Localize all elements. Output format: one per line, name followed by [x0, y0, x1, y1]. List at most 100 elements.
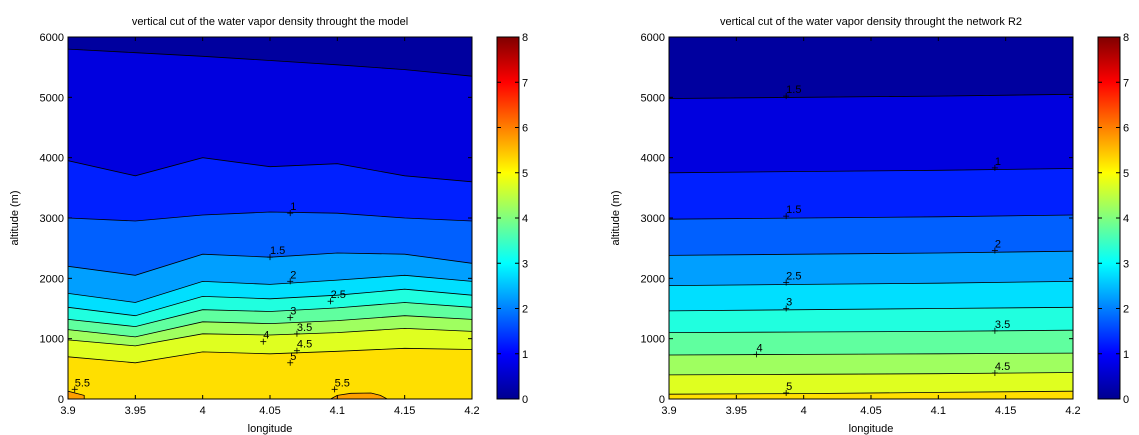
contour-band [68, 315, 472, 346]
x-tick-label: 3.95 [726, 405, 747, 417]
contour-line [68, 302, 472, 328]
colorbar-tick-label: 2 [522, 304, 528, 316]
contour-label: 1.5 [267, 245, 285, 261]
contour-line [669, 214, 1073, 220]
colorbar-tick-label: 8 [1123, 32, 1129, 44]
colorbar-tick-label: 0 [522, 394, 528, 406]
y-tick-label: 4000 [641, 153, 665, 165]
contour-band [68, 275, 472, 316]
contour-line [68, 274, 472, 303]
y-tick-label: 0 [58, 394, 64, 406]
contour-line [68, 288, 472, 317]
contour-patch [68, 390, 85, 399]
contour-band [669, 94, 1073, 173]
contour-band [669, 353, 1073, 375]
colorbar-tick-label: 0 [1123, 394, 1129, 406]
colorbar-tick-label: 7 [1123, 77, 1129, 89]
chart-left-contour-labels: 1 1.5 2 2.5 33.5 4 4.55 5.5 5.5 [71, 201, 350, 393]
contour-label: 5.5 [71, 377, 90, 393]
y-tick-label: 3000 [40, 213, 64, 225]
chart-left-title: vertical cut of the water vapor density … [132, 16, 408, 28]
contour-label: 1 [991, 156, 1001, 171]
contour-label-text: 1.5 [786, 84, 801, 96]
contour-label-text: 2.5 [786, 271, 801, 283]
contour-line [669, 306, 1073, 312]
colorbar-tick-label: 6 [1123, 123, 1129, 135]
contour-line [68, 327, 472, 347]
colorbar-tick-label: 3 [522, 258, 528, 270]
contour-line [669, 352, 1073, 356]
x-tick-label: 4.1 [931, 405, 946, 417]
contour-label: 1 [287, 201, 296, 217]
y-tick-label: 4000 [40, 153, 64, 165]
y-tick-label: 0 [659, 394, 665, 406]
contour-label: 2 [991, 239, 1001, 254]
chart-right-y-ticks: 0 1000 2000 3000 4000 5000 6000 [641, 32, 1073, 406]
y-tick-label: 2000 [40, 273, 64, 285]
contour-band [68, 348, 472, 399]
contour-band [68, 253, 472, 303]
y-tick-label: 5000 [641, 92, 665, 104]
chart-left-x-ticks: 3.9 3.95 4 4.05 4.1 4.15 4.2 [60, 37, 480, 417]
chart-right: vertical cut of the water vapor density … [610, 16, 1129, 435]
contour-band [669, 372, 1073, 395]
contour-line [68, 315, 472, 338]
contour-line [669, 281, 1073, 286]
chart-left-ylabel: altitude (m) [9, 190, 21, 245]
contour-label: 4.5 [293, 339, 312, 354]
contour-band [669, 168, 1073, 220]
x-tick-label: 4.05 [259, 405, 280, 417]
x-tick-label: 4.15 [995, 405, 1016, 417]
y-tick-label: 6000 [641, 32, 665, 44]
x-tick-label: 4 [801, 405, 807, 417]
contour-label: 2.5 [327, 289, 346, 305]
contour-label-text: 1.5 [786, 204, 801, 216]
colorbar-tick-label: 5 [1123, 168, 1129, 180]
contour-label-text: 2 [995, 239, 1001, 251]
y-tick-label: 1000 [40, 334, 64, 346]
contour-band [68, 212, 472, 276]
contour-label: 3 [783, 296, 792, 312]
chart-right-ylabel: altitude (m) [610, 190, 622, 245]
contour-band [68, 37, 472, 77]
contour-band [669, 37, 1073, 99]
chart-right-contour-lines [669, 93, 1073, 395]
colorbar-tick-label: 4 [522, 213, 528, 225]
contour-label: 4 [753, 342, 763, 358]
colorbar-tick-label: 8 [522, 32, 528, 44]
contour-label: 5 [783, 381, 792, 396]
contour-label-text: 5 [290, 351, 296, 363]
colorbar-tick-label: 5 [522, 168, 528, 180]
colorbar-tick-label: 4 [1123, 213, 1129, 225]
contour-line [669, 250, 1073, 256]
x-tick-label: 4.2 [1065, 405, 1080, 417]
contour-label-text: 5.5 [335, 377, 350, 389]
contour-line [669, 390, 1073, 395]
contour-label-text: 2.5 [331, 289, 346, 301]
y-tick-label: 3000 [641, 213, 665, 225]
contour-label-text: 4.5 [995, 361, 1010, 373]
contour-label-text: 1 [995, 156, 1001, 168]
colorbar-tick-label: 1 [1123, 349, 1129, 361]
contour-line [68, 211, 472, 222]
contour-line [68, 347, 472, 364]
chart-left-contour-fills [68, 37, 472, 399]
contour-label: 5.5 [331, 377, 350, 393]
contour-label: 2.5 [783, 271, 801, 286]
contour-line [669, 372, 1073, 376]
x-tick-label: 4 [200, 405, 206, 417]
contour-band [669, 330, 1073, 355]
colorbar-tick-label: 1 [522, 349, 528, 361]
colorbar-tick-label: 2 [1123, 304, 1129, 316]
x-tick-label: 4.1 [330, 405, 345, 417]
contour-label-text: 5.5 [75, 377, 90, 389]
chart-left-y-ticks: 0 1000 2000 3000 4000 5000 6000 [40, 32, 472, 406]
contour-line [669, 168, 1073, 174]
chart-right-title: vertical cut of the water vapor density … [720, 16, 1022, 28]
chart-right-xlabel: longitude [849, 423, 894, 435]
contour-label: 4.5 [991, 361, 1010, 377]
x-tick-label: 3.95 [125, 405, 146, 417]
contour-label-text: 4 [757, 342, 763, 354]
contour-line [68, 48, 472, 77]
